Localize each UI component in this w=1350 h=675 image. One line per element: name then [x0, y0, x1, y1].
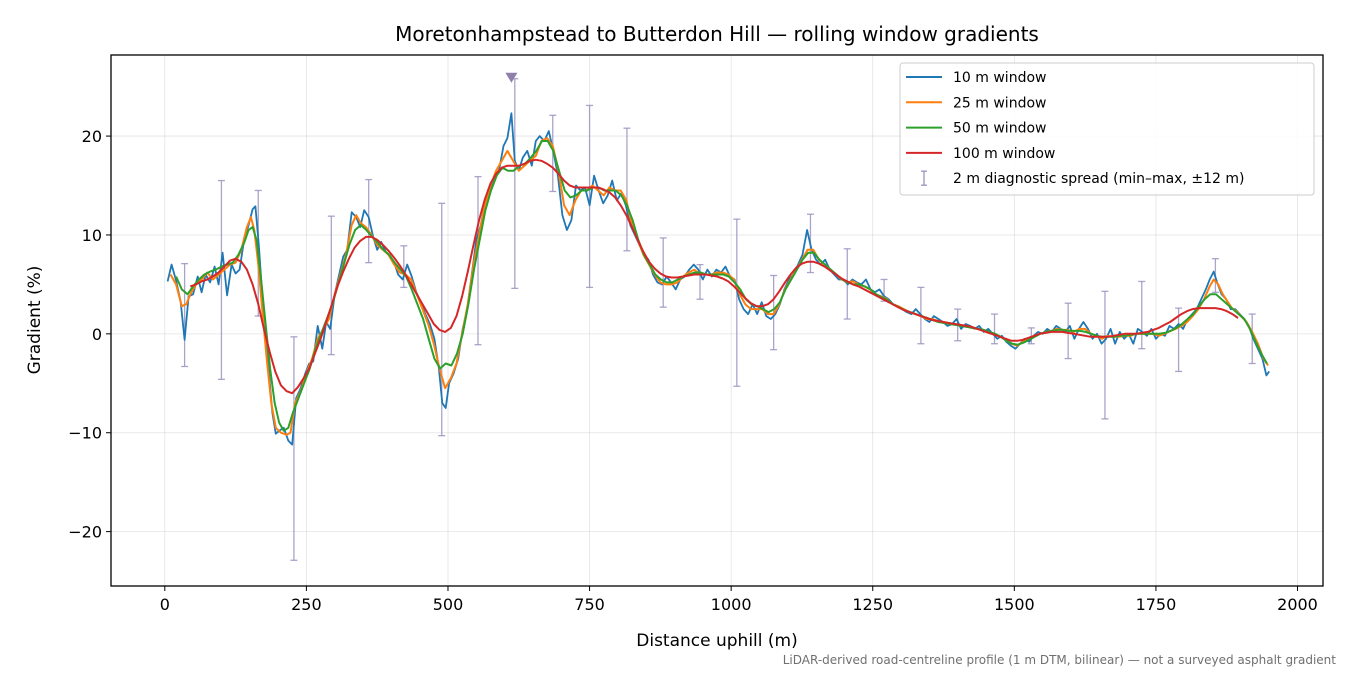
legend-label: 25 m window	[953, 95, 1046, 111]
spread-bar	[659, 237, 667, 308]
x-tick-label: 750	[574, 595, 605, 614]
spread-bar	[1248, 313, 1256, 365]
x-axis-label: Distance uphill (m)	[636, 631, 797, 651]
spread-bar	[696, 263, 704, 300]
spread-bar	[733, 218, 741, 387]
y-axis-label: Gradient (%)	[25, 266, 45, 375]
spread-bar	[1138, 280, 1146, 350]
legend-label: 50 m window	[953, 121, 1046, 137]
footnote: LiDAR-derived road-centreline profile (1…	[783, 653, 1337, 667]
legend-label: 2 m diagnostic spread (min–max, ±12 m)	[953, 171, 1244, 187]
spread-bar	[290, 336, 298, 561]
spread-bar	[181, 262, 189, 368]
peak-marker	[505, 72, 518, 83]
y-tick-label: 10	[82, 226, 102, 245]
legend-entry: 50 m window	[906, 121, 1046, 137]
legend-entry: 10 m window	[906, 70, 1046, 86]
series-line-3	[175, 140, 1268, 432]
x-tick-label: 0	[160, 595, 170, 614]
spread-bar	[549, 114, 557, 193]
plot-area	[166, 72, 1270, 561]
spread-bar	[1175, 307, 1183, 373]
legend-entry: 2 m diagnostic spread (min–max, ±12 m)	[921, 170, 1244, 187]
y-tick-label: −10	[68, 424, 102, 443]
spread-bar	[474, 175, 482, 346]
spread-bar	[623, 127, 631, 252]
y-tick-label: 20	[82, 127, 102, 146]
x-tick-label: 500	[433, 595, 464, 614]
legend-swatch	[921, 170, 927, 186]
chart-title: Moretonhampstead to Butterdon Hill — rol…	[395, 22, 1039, 46]
x-tick-label: 2000	[1277, 595, 1318, 614]
legend-entry: 25 m window	[906, 95, 1046, 111]
spread-bar	[991, 313, 999, 345]
y-tick-label: 0	[92, 325, 102, 344]
x-tick-label: 1500	[994, 595, 1035, 614]
spread-bar	[586, 104, 594, 289]
y-tick-label: −20	[68, 523, 102, 542]
x-tick-label: 1250	[852, 595, 893, 614]
spread-bar	[400, 245, 408, 289]
legend-label: 100 m window	[953, 146, 1055, 162]
legend: 10 m window 25 m window 50 m window 100 m w…	[899, 62, 1315, 196]
x-tick-label: 1750	[1136, 595, 1177, 614]
legend-entry: 100 m window	[906, 146, 1055, 162]
axis-ticks: 0 250 500 750 1000 1250 1500 1750 2000 −20 −10 0 10 2…	[68, 127, 1318, 614]
series-line-4	[189, 158, 1239, 395]
legend-label: 10 m window	[953, 70, 1046, 86]
spread-bar	[217, 179, 225, 380]
spread-bar	[1101, 290, 1109, 420]
x-tick-label: 1000	[711, 595, 752, 614]
axes-frame	[110, 54, 1324, 587]
legend-box	[899, 62, 1315, 196]
x-tick-label: 250	[291, 595, 322, 614]
spread-bar	[327, 215, 335, 356]
